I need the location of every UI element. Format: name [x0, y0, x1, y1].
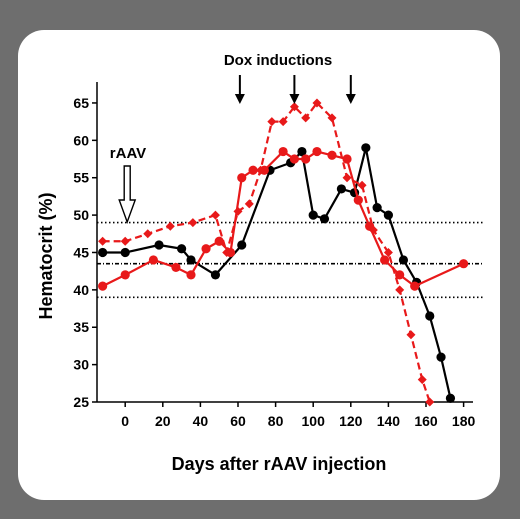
- data-point: [188, 218, 198, 228]
- data-point: [120, 270, 130, 280]
- data-point: [267, 117, 277, 127]
- data-point: [98, 236, 108, 246]
- x-tick-label: 80: [268, 413, 284, 429]
- x-tick-label: 160: [414, 413, 438, 429]
- data-point: [357, 180, 367, 190]
- data-point: [237, 240, 247, 250]
- data-point: [233, 206, 243, 216]
- data-point: [237, 173, 247, 183]
- data-point: [319, 214, 330, 224]
- data-point: [312, 98, 322, 108]
- data-point: [148, 255, 158, 265]
- data-point: [289, 154, 299, 164]
- data-point: [410, 281, 420, 291]
- data-point: [353, 195, 363, 205]
- data-point: [177, 244, 187, 254]
- x-tick-label: 0: [121, 413, 129, 429]
- y-tick-label: 35: [73, 319, 89, 335]
- data-point: [186, 255, 196, 265]
- data-point: [289, 102, 299, 112]
- dox-inductions-label: Dox inductions: [224, 52, 332, 69]
- y-tick-label: 45: [73, 244, 89, 260]
- data-point: [165, 221, 175, 231]
- data-point: [312, 146, 322, 157]
- data-point: [383, 247, 393, 257]
- y-tick-label: 25: [73, 394, 89, 410]
- data-point: [425, 397, 435, 407]
- data-point: [380, 255, 390, 265]
- data-point: [342, 173, 352, 183]
- data-point: [342, 154, 352, 164]
- data-point: [368, 225, 378, 235]
- data-point: [459, 259, 469, 269]
- y-axis-label: Hematocrit (%): [36, 192, 56, 319]
- dox-arrow-head: [345, 94, 356, 104]
- data-point: [248, 165, 258, 175]
- data-point: [210, 270, 221, 280]
- data-point: [297, 146, 307, 157]
- data-point: [383, 210, 393, 220]
- data-point: [372, 203, 382, 213]
- raav-arrow: [118, 165, 137, 225]
- data-point: [256, 165, 266, 175]
- data-point: [120, 247, 130, 258]
- y-tick-label: 30: [73, 357, 89, 373]
- data-point: [278, 146, 288, 157]
- data-point: [436, 352, 446, 362]
- data-point: [98, 247, 108, 258]
- data-point: [417, 375, 427, 385]
- x-tick-label: 40: [193, 413, 209, 429]
- data-point: [336, 184, 346, 194]
- data-point: [327, 113, 337, 123]
- x-tick-label: 60: [230, 413, 246, 429]
- data-point: [186, 270, 196, 280]
- data-point: [301, 154, 311, 164]
- data-point: [143, 229, 153, 239]
- data-point: [201, 244, 211, 254]
- y-tick-label: 55: [73, 170, 89, 186]
- raav-label: rAAV: [110, 145, 146, 162]
- data-point: [210, 210, 220, 220]
- y-tick-label: 60: [73, 132, 89, 148]
- y-tick-label: 65: [73, 95, 89, 111]
- data-point: [395, 270, 405, 280]
- data-point: [244, 199, 254, 209]
- series-line: [102, 146, 452, 399]
- dox-arrow-head: [234, 94, 245, 104]
- data-point: [278, 117, 288, 127]
- y-tick-label: 50: [73, 207, 89, 223]
- x-tick-label: 180: [452, 413, 476, 429]
- x-axis-label: Days after rAAV injection: [172, 454, 387, 474]
- data-point: [222, 247, 232, 257]
- data-point: [398, 255, 409, 265]
- y-tick-label: 40: [73, 282, 89, 298]
- data-point: [361, 143, 371, 153]
- data-point: [301, 113, 311, 123]
- x-tick-label: 20: [155, 413, 171, 429]
- x-tick-label: 140: [377, 413, 401, 429]
- x-tick-label: 120: [339, 413, 363, 429]
- x-tick-label: 100: [302, 413, 326, 429]
- data-point: [171, 262, 181, 273]
- data-point: [406, 330, 416, 340]
- data-point: [445, 393, 456, 403]
- data-point: [98, 281, 108, 291]
- data-point: [154, 240, 164, 250]
- data-point: [214, 236, 224, 246]
- data-point: [308, 210, 318, 220]
- series-line: [102, 150, 465, 288]
- data-point: [120, 236, 130, 246]
- data-point: [395, 285, 405, 295]
- data-point: [327, 150, 337, 160]
- data-point: [425, 311, 435, 321]
- dox-arrow-head: [289, 94, 300, 104]
- chart-panel: [18, 30, 500, 500]
